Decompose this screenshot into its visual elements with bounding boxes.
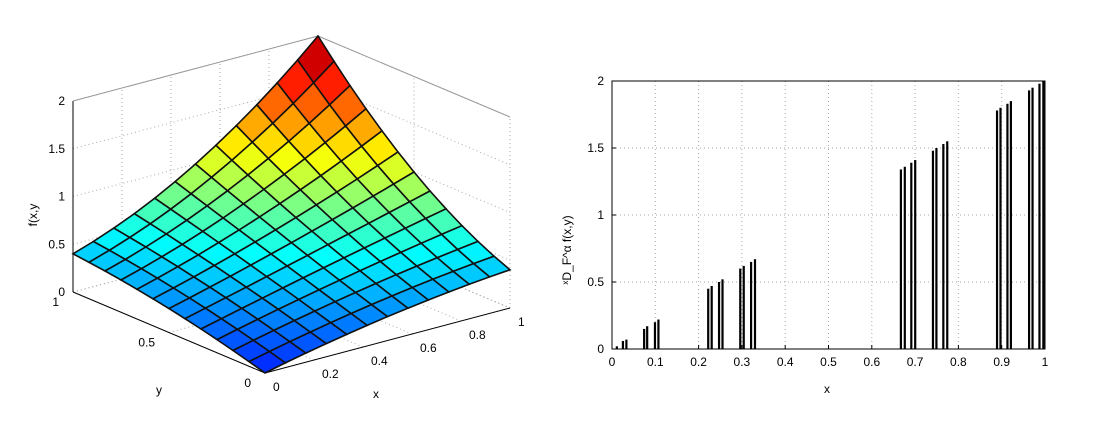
surface-x-axis bbox=[264, 307, 511, 374]
bar bbox=[946, 141, 949, 349]
surface-z-gridline bbox=[317, 83, 511, 166]
surface-box-edge bbox=[317, 35, 511, 118]
bar-y-tick-label: 1.5 bbox=[587, 141, 604, 155]
bar bbox=[721, 279, 724, 349]
bar-y-axis-label: ˣD_F^α f(x,y) bbox=[560, 215, 574, 284]
surface-box-edge bbox=[72, 35, 319, 102]
surface-y-axis bbox=[72, 291, 266, 374]
surface-z-tick-label: 2 bbox=[58, 94, 65, 108]
bar bbox=[1038, 83, 1041, 350]
bar-x-tick-label: 0.1 bbox=[647, 355, 664, 369]
surface-y-axis-label: y bbox=[156, 383, 162, 397]
bar bbox=[999, 107, 1002, 349]
bar bbox=[749, 261, 753, 349]
bar bbox=[914, 160, 917, 349]
bar-x-tick-label: 0.6 bbox=[863, 355, 880, 369]
bar bbox=[653, 322, 657, 349]
bar bbox=[903, 166, 906, 349]
bar bbox=[621, 340, 625, 349]
bar bbox=[657, 319, 660, 349]
surface-x-tick-label: 0.8 bbox=[469, 328, 486, 342]
bar bbox=[995, 110, 999, 349]
bar-x-tick-label: 0.3 bbox=[734, 355, 751, 369]
bar-y-tick-label: 1 bbox=[597, 208, 604, 222]
surface-z-tick-label: 1 bbox=[58, 190, 65, 204]
bar bbox=[643, 328, 646, 349]
bar-plot: 0 0.1 0.2 0.3 0.4 0.5 0.6 0.7 0.8 0.9 1 0 0.5 1 1.5 2 bbox=[587, 74, 1048, 369]
bar bbox=[942, 143, 945, 349]
bar bbox=[739, 268, 742, 349]
bar bbox=[717, 282, 721, 349]
bar bbox=[935, 148, 938, 349]
bar bbox=[753, 259, 757, 349]
bar bbox=[931, 150, 935, 349]
bar bbox=[1042, 81, 1045, 349]
bar-plot-frame bbox=[611, 80, 1046, 350]
surface-z-tick-label: 0 bbox=[58, 285, 65, 299]
bar-x-tick-label: 0.2 bbox=[690, 355, 707, 369]
bar bbox=[742, 265, 745, 349]
bar-y-tick-label: 0 bbox=[597, 342, 604, 356]
bar-x-tick-label: 0.7 bbox=[907, 355, 924, 369]
surface-x-tick-label: 0.6 bbox=[420, 341, 437, 355]
surface-z-tick-label: 1.5 bbox=[48, 142, 65, 156]
surface-z-tick-label: 0.5 bbox=[48, 237, 65, 251]
bar bbox=[646, 326, 649, 349]
surface-x-tick-label: 0.4 bbox=[371, 354, 388, 368]
surface-x-axis-label: x bbox=[373, 387, 379, 401]
bar bbox=[899, 169, 903, 349]
bar bbox=[625, 339, 628, 349]
bar-x-tick-label: 0 bbox=[609, 355, 616, 369]
bar bbox=[1006, 103, 1009, 349]
bar bbox=[615, 346, 618, 349]
bar-x-tick-label: 1 bbox=[1042, 355, 1049, 369]
surface-x-tick-label: 0.2 bbox=[322, 367, 339, 381]
surface-y-tick-label: 1 bbox=[52, 295, 59, 309]
bar-x-tick-label: 0.5 bbox=[820, 355, 837, 369]
bar-x-axis-label: x bbox=[824, 382, 830, 396]
bar-x-tick-label: 0.9 bbox=[993, 355, 1010, 369]
bar bbox=[1031, 87, 1034, 349]
bar bbox=[1027, 90, 1031, 349]
bar bbox=[710, 286, 713, 349]
bar bbox=[910, 162, 913, 349]
surface-z-axis-label: f(x,y bbox=[26, 204, 40, 227]
bar-y-tick-label: 0.5 bbox=[587, 275, 604, 289]
bar-x-tick-label: 0.8 bbox=[950, 355, 967, 369]
bar-y-tick-label: 2 bbox=[597, 74, 604, 88]
surface-patch bbox=[247, 350, 287, 374]
bar bbox=[1009, 101, 1012, 349]
surface-x-tick-label: 0 bbox=[273, 380, 280, 394]
bar bbox=[707, 288, 710, 349]
surface-y-tick-label: 0.5 bbox=[138, 336, 155, 350]
surface-y-tick-label: 0 bbox=[244, 376, 251, 390]
bar-x-tick-label: 0.4 bbox=[777, 355, 794, 369]
surface-x-tick-label: 1 bbox=[518, 315, 525, 329]
